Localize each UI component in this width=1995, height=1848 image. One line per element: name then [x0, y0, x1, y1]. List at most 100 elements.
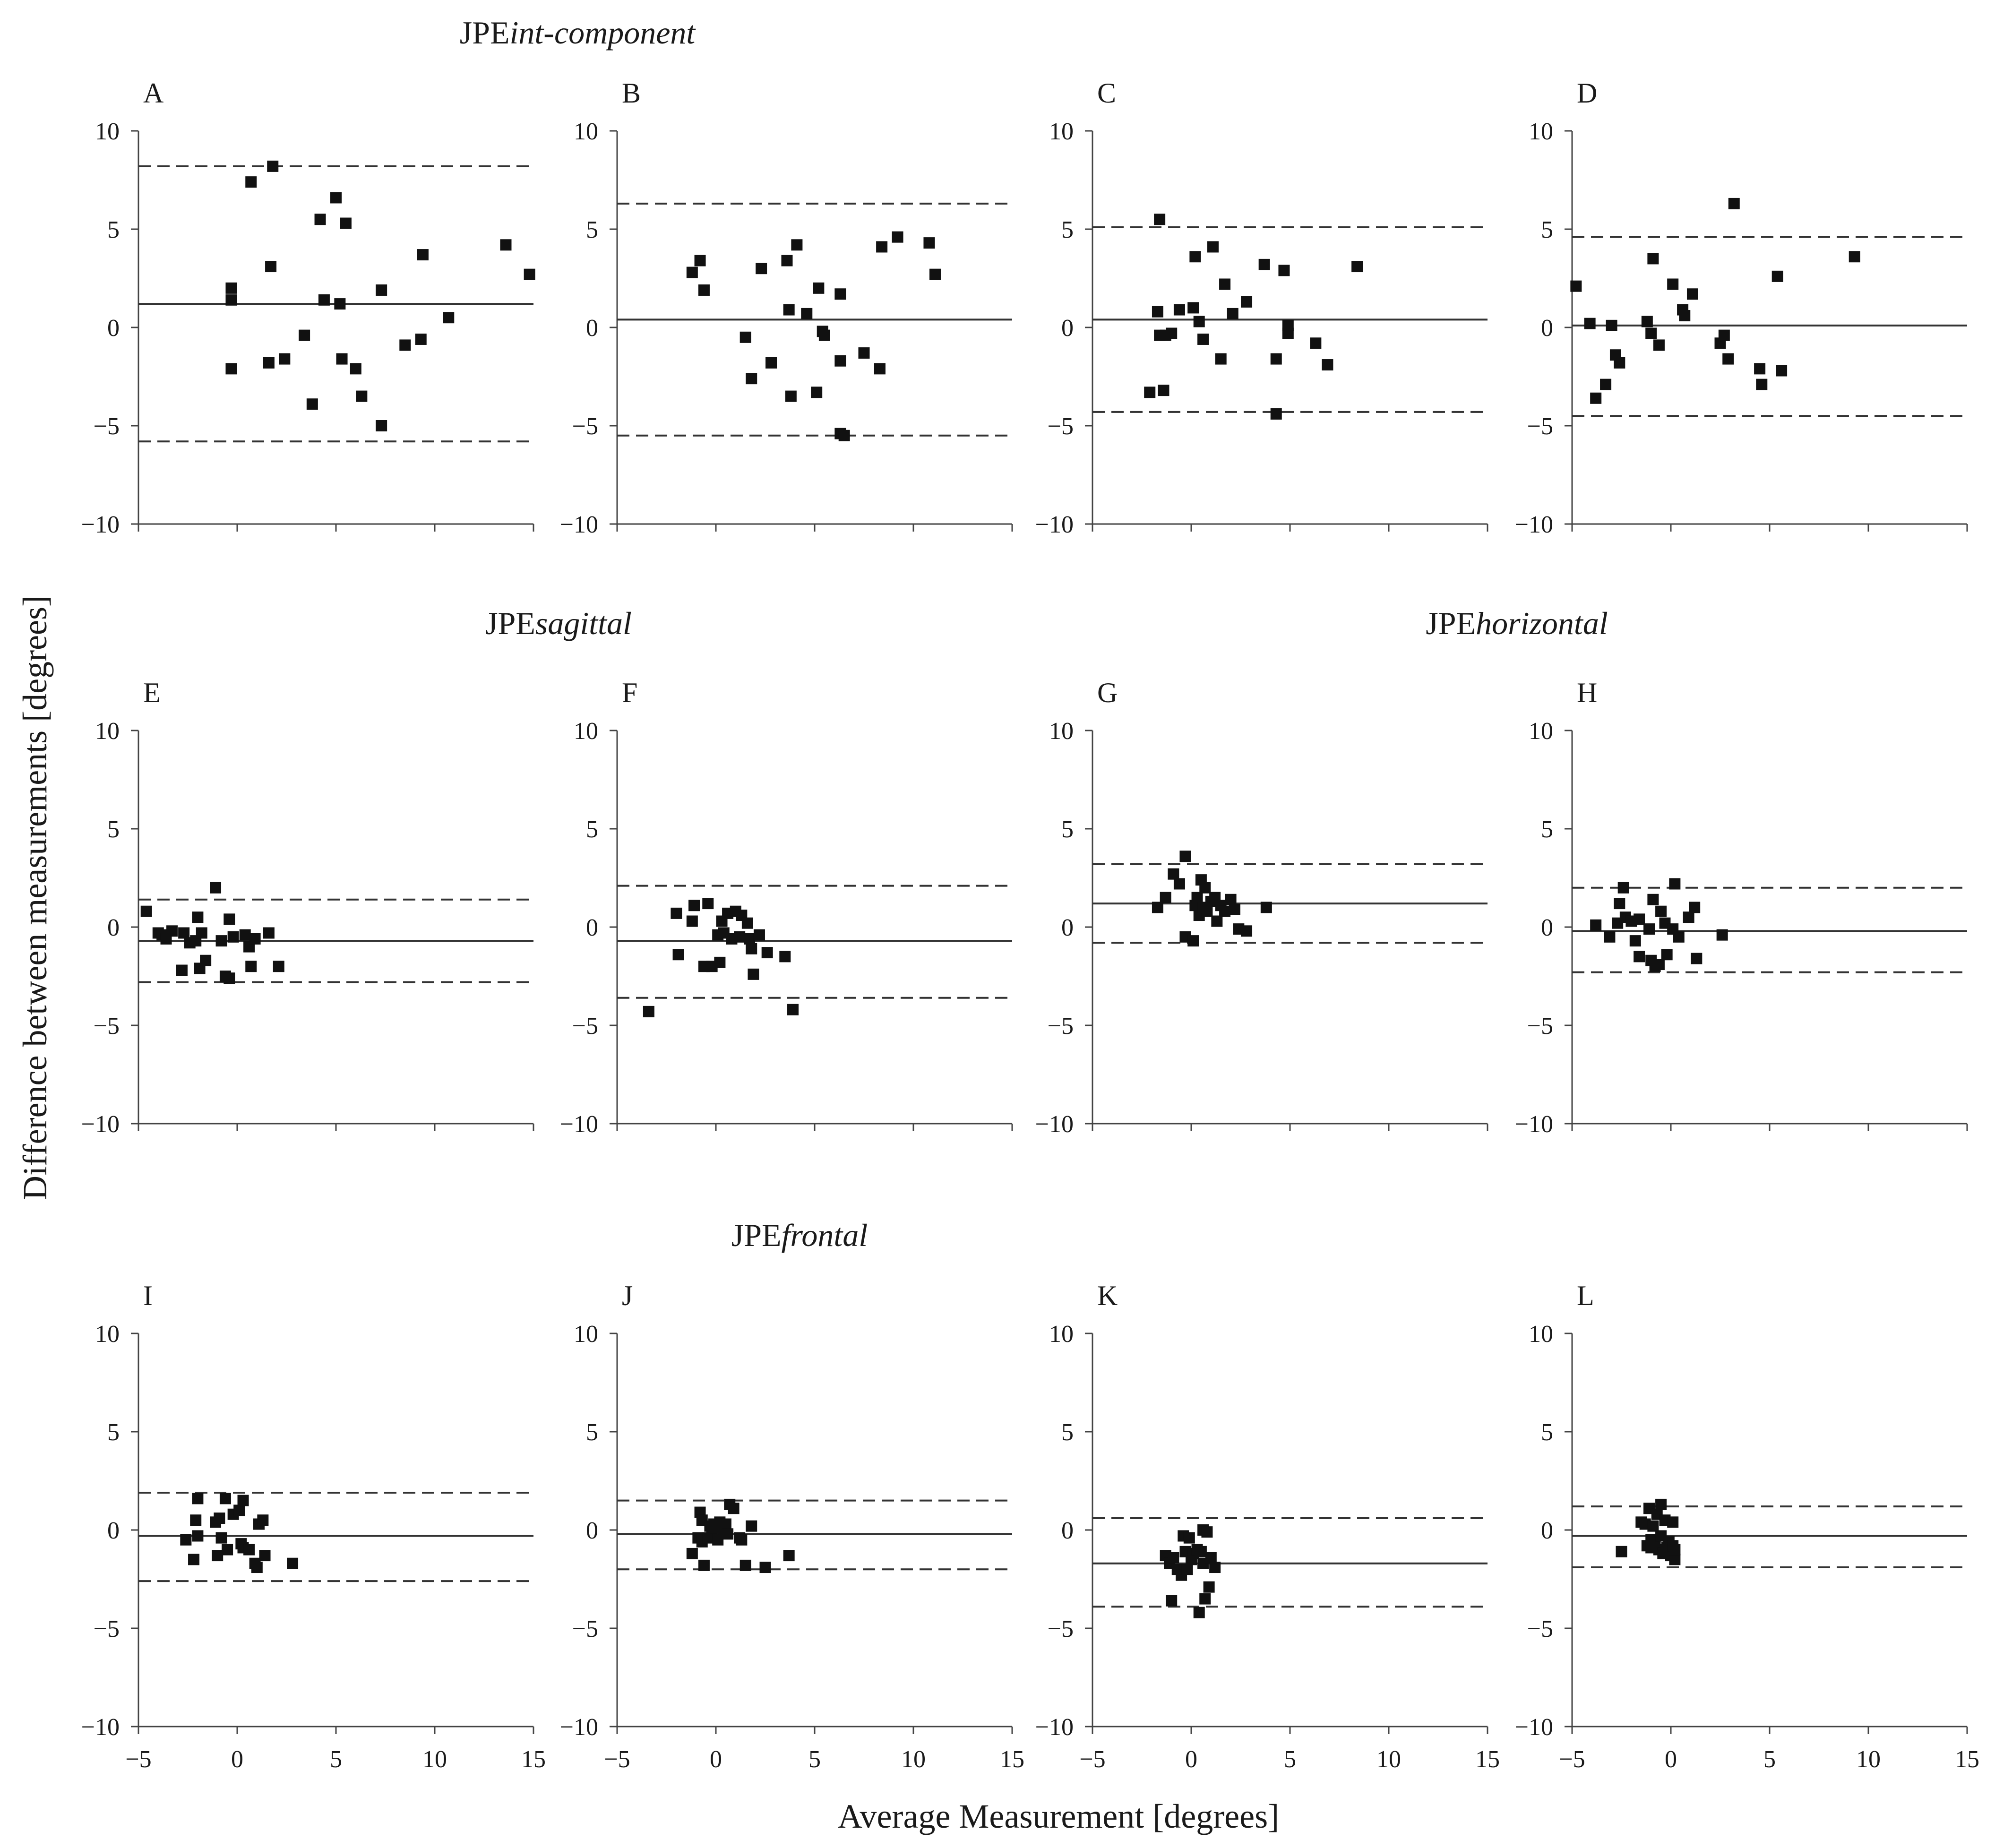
y-tick-label: 0	[586, 914, 598, 941]
data-point	[779, 951, 791, 963]
data-point	[1270, 408, 1282, 420]
data-point	[214, 1513, 225, 1524]
data-point	[746, 1520, 757, 1532]
data-point	[1166, 327, 1178, 339]
y-tick-label: 10	[95, 718, 120, 745]
y-tick-label: 10	[1529, 1321, 1553, 1348]
data-point	[1655, 905, 1667, 917]
data-point	[1173, 878, 1185, 890]
data-point	[243, 1544, 255, 1556]
data-point	[688, 900, 700, 911]
data-point	[1193, 316, 1205, 327]
y-tick-label: 5	[586, 216, 598, 243]
data-point	[215, 1532, 227, 1544]
panel-label: J	[622, 1280, 633, 1311]
data-point	[1168, 868, 1179, 880]
data-point	[1173, 304, 1185, 316]
data-point	[1351, 261, 1363, 273]
data-point	[1606, 319, 1617, 331]
data-point	[1647, 1520, 1659, 1532]
data-point	[1661, 949, 1673, 961]
data-point	[1278, 265, 1290, 276]
data-point	[1616, 1546, 1627, 1557]
data-point	[1203, 1581, 1215, 1593]
data-point	[1629, 935, 1641, 947]
x-tick-label: −5	[1079, 1746, 1105, 1773]
panel-f: F 10 5 0 −5 −10	[560, 677, 1013, 1138]
x-tick-label: 5	[1284, 1746, 1296, 1773]
x-tick-label: −5	[1559, 1746, 1585, 1773]
y-tick-label: 10	[1049, 1321, 1074, 1348]
y-tick-label: 5	[586, 816, 598, 843]
data-point	[1179, 851, 1191, 862]
x-tick-label: −5	[125, 1746, 151, 1773]
data-point	[686, 915, 698, 927]
data-point	[702, 898, 714, 910]
data-point	[1634, 913, 1645, 925]
data-point	[1322, 359, 1333, 371]
panel-label: A	[143, 77, 163, 109]
panel-label: K	[1097, 1280, 1118, 1311]
y-tick-label: −5	[1048, 413, 1074, 440]
x-tick-label: 0	[1185, 1746, 1197, 1773]
data-point	[273, 961, 284, 972]
data-point	[720, 1518, 731, 1530]
x-tick-label: 5	[330, 1746, 342, 1773]
data-point	[263, 927, 275, 939]
data-point	[265, 261, 277, 273]
data-point	[188, 1554, 200, 1565]
data-point	[761, 947, 773, 959]
data-point	[257, 1514, 269, 1526]
panels-grid: A1050−5−10B1050−5−10C1050−5−10D1050−5−10…	[81, 77, 1979, 1773]
y-tick-label: 5	[1541, 1419, 1553, 1446]
y-tick-label: −10	[1035, 1111, 1074, 1138]
y-tick-label: −5	[1527, 413, 1553, 440]
data-point	[196, 927, 207, 939]
y-tick-label: −10	[1515, 1111, 1553, 1138]
data-point	[1590, 919, 1602, 931]
y-tick-label: 0	[1541, 914, 1553, 941]
group-title-horizontal: JPEhorizontal	[1426, 605, 1608, 641]
data-point	[1197, 902, 1209, 913]
y-tick-label: 10	[1529, 718, 1553, 745]
data-point	[1199, 882, 1211, 894]
data-point	[671, 907, 682, 919]
data-point	[1158, 385, 1169, 396]
data-point	[1209, 1562, 1221, 1573]
data-point	[923, 237, 935, 249]
data-point	[1310, 337, 1322, 349]
data-point	[140, 905, 152, 917]
panel-label: H	[1577, 677, 1597, 708]
data-point	[1225, 894, 1237, 905]
data-point	[192, 911, 204, 923]
y-tick-label: 0	[107, 1517, 120, 1544]
y-tick-label: −10	[81, 1111, 120, 1138]
y-tick-label: 5	[107, 816, 120, 843]
data-point	[1718, 329, 1730, 341]
data-point	[1584, 318, 1596, 329]
data-point	[210, 882, 222, 894]
data-point	[267, 160, 279, 172]
y-tick-label: 10	[574, 1321, 598, 1348]
data-point	[212, 1550, 224, 1562]
data-point	[1634, 951, 1645, 963]
data-point	[239, 929, 251, 941]
data-point	[672, 949, 684, 961]
data-point	[783, 1550, 795, 1562]
data-point	[415, 333, 427, 345]
data-point	[734, 931, 746, 943]
data-point	[1166, 1595, 1178, 1607]
data-point	[838, 430, 850, 441]
y-tick-label: 0	[586, 315, 598, 342]
y-tick-label: 5	[107, 216, 120, 243]
data-point	[192, 1530, 204, 1542]
data-point	[237, 1495, 249, 1506]
data-point	[376, 284, 387, 296]
y-tick-label: −10	[1035, 1714, 1074, 1741]
data-point	[1614, 357, 1625, 369]
data-point	[1199, 1593, 1211, 1605]
